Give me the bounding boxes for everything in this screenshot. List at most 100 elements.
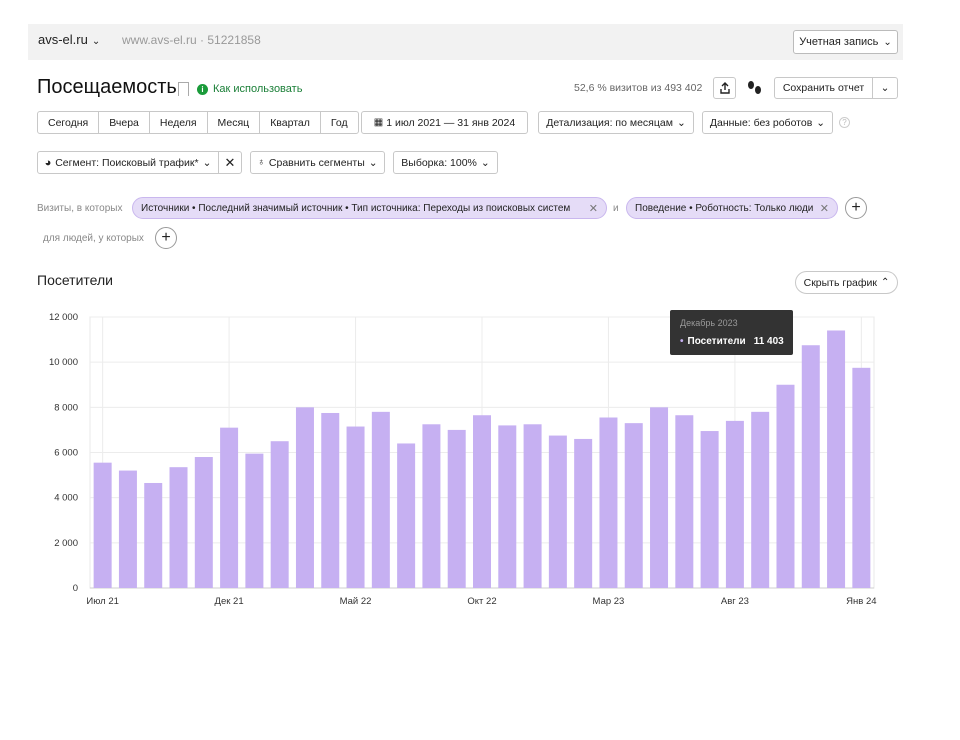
period-week[interactable]: Неделя [150,112,208,133]
chart-bar[interactable] [346,426,365,588]
filter-chip-robots[interactable]: Поведение • Роботность: Только люди ✕ [626,197,838,219]
howto-link[interactable]: i Как использовать [197,83,302,95]
segment-dropdown[interactable]: ◕ Сегмент: Поисковый трафик* ⌄ [37,151,219,174]
and-label: и [613,203,619,214]
site-selector[interactable]: avs-el.ru ⌄ [38,32,100,47]
chart-bar[interactable] [574,438,593,588]
chevron-down-icon: ⌄ [883,36,892,48]
chart-bar[interactable] [624,423,643,588]
chart-bar[interactable] [523,424,542,588]
data-label: Данные: без роботов [709,116,813,129]
chart-bar[interactable] [371,411,390,588]
chart-bar[interactable] [852,367,871,588]
chart-bar[interactable] [700,431,719,588]
y-tick-label: 6 000 [54,448,78,459]
chart-bar[interactable] [447,429,466,588]
attribution-button[interactable] [746,80,764,101]
sample-label: Выборка: 100% [401,156,477,169]
sample-dropdown[interactable]: Выборка: 100% ⌄ [393,151,498,174]
chart-bar[interactable] [144,482,163,588]
tooltip-row: • Посетители 11 403 [680,336,784,347]
x-tick-label: Янв 24 [846,596,876,607]
plus-icon: + [161,229,171,246]
pie-chart-icon: ◕ [44,156,52,169]
chart-bar[interactable] [397,443,416,588]
chart-bar[interactable] [675,415,694,588]
chart-bar[interactable] [321,412,340,588]
x-tick-label: Окт 22 [467,596,496,607]
period-selector: Сегодня Вчера Неделя Месяц Квартал Год [37,111,359,134]
chevron-down-icon: ⌄ [91,36,101,47]
chart-bar[interactable] [599,417,618,588]
tooltip-month: Декабрь 2023 [680,318,738,328]
x-tick-label: Дек 21 [215,596,244,607]
site-name: avs-el.ru [38,32,88,47]
chart-tooltip: Декабрь 2023 • Посетители 11 403 [670,310,793,355]
data-dropdown[interactable]: Данные: без роботов ⌄ [702,111,833,134]
chart-bar[interactable] [194,457,213,588]
plus-icon: + [851,199,861,216]
chevron-down-icon: ⌄ [816,116,826,129]
add-people-filter-button[interactable]: + [155,227,177,249]
account-button[interactable]: Учетная запись ⌄ [793,30,898,54]
period-yesterday[interactable]: Вчера [99,112,150,133]
top-bar [28,24,903,60]
period-year[interactable]: Год [330,116,348,129]
chart-bar[interactable] [270,441,289,588]
save-report-menu-button[interactable]: ⌄ [872,77,898,99]
chart-bar[interactable] [827,330,846,588]
detail-dropdown[interactable]: Детализация: по месяцам ⌄ [538,111,694,134]
chart-bar[interactable] [801,345,820,588]
segment-clear-button[interactable]: ✕ [218,151,242,174]
export-button[interactable] [713,77,736,99]
period-quarter[interactable]: Квартал [260,112,321,133]
chart-bar[interactable] [220,427,239,588]
y-tick-label: 10 000 [49,357,78,368]
info-icon: i [197,83,208,95]
bookmark-icon[interactable] [178,82,189,96]
chart-bar[interactable] [473,415,491,588]
chart-bar[interactable] [93,462,112,588]
chart-bar[interactable] [751,411,770,588]
y-tick-label: 0 [73,583,78,594]
chevron-up-icon: ⌃ [880,277,890,288]
y-tick-label: 12 000 [49,312,78,323]
add-visit-filter-button[interactable]: + [845,197,867,219]
chevron-down-icon: ⌄ [880,82,890,94]
filter-chip-label: Поведение • Роботность: Только люди [635,202,814,214]
date-range-label: 1 июл 2021 — 31 янв 2024 [386,116,516,129]
chart-bar[interactable] [118,470,137,588]
page-title: Посещаемость [37,76,177,98]
x-tick-label: Июл 21 [86,596,119,607]
close-icon[interactable]: ✕ [819,202,829,215]
chart-bar[interactable] [548,435,567,588]
compare-segments-dropdown[interactable]: ♁ Сравнить сегменты ⌄ [250,151,385,174]
period-today[interactable]: Сегодня [38,112,100,133]
share-icon [719,82,730,94]
chart-bar[interactable] [498,425,517,588]
chart-bar[interactable] [776,384,795,588]
chart-bar[interactable] [295,407,314,588]
chart-bar[interactable] [650,407,669,588]
detail-label: Детализация: по месяцам [546,116,673,129]
chevron-down-icon: ⌄ [676,116,686,129]
period-month[interactable]: Месяц [208,112,261,133]
help-icon[interactable]: ? [839,117,850,128]
y-tick-label: 2 000 [54,538,78,549]
chart-bar[interactable] [169,467,188,588]
chevron-down-icon: ⌄ [202,156,212,169]
visits-share-info: 52,6 % визитов из 493 402 [574,82,703,94]
chart-bar[interactable] [725,420,744,588]
filter-chip-source[interactable]: Источники • Последний значимый источник … [132,197,607,219]
chart-bar[interactable] [245,453,264,588]
save-report-button[interactable]: Сохранить отчет [774,77,873,99]
hide-chart-button[interactable]: Скрыть график ⌃ [795,271,898,294]
segment-label: Сегмент: Поисковый трафик* [55,156,199,169]
site-url: www.avs-el.ru [122,33,197,47]
counter-separator: · [200,33,205,47]
close-icon[interactable]: ✕ [588,202,598,215]
compare-icon: ♁ [257,157,265,168]
date-range-button[interactable]: ▦ 1 июл 2021 — 31 янв 2024 [361,111,528,134]
chart-bar[interactable] [422,424,441,588]
